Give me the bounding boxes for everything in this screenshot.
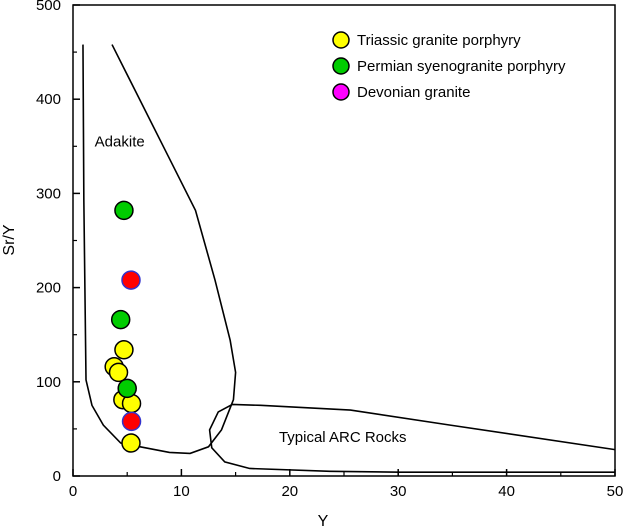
- x-tick-label: 20: [281, 483, 298, 500]
- data-point: [117, 378, 137, 399]
- x-axis-label: Y: [318, 513, 329, 528]
- legend-marker: [332, 31, 350, 49]
- x-tick-label: 0: [69, 483, 77, 500]
- data-point: [114, 200, 134, 221]
- legend-label: Triassic granite porphyry: [357, 32, 521, 49]
- data-point: [121, 270, 141, 290]
- y-tick-label: 500: [36, 0, 61, 14]
- plot-frame: [72, 4, 616, 477]
- region-outline-arc: [208, 403, 616, 474]
- data-point: [121, 411, 142, 432]
- y-tick-label: 400: [36, 91, 61, 108]
- y-tick-label: 0: [53, 468, 61, 485]
- y-tick-label: 100: [36, 374, 61, 391]
- x-tick-label: 30: [390, 483, 407, 500]
- data-point: [108, 362, 129, 383]
- region-label-arc: Typical ARC Rocks: [279, 429, 407, 446]
- x-tick-label: 40: [498, 483, 515, 500]
- data-point: [121, 433, 141, 453]
- data-point: [110, 309, 131, 330]
- legend: Triassic granite porphyry Permian syenogr…: [332, 31, 566, 101]
- legend-marker: [332, 57, 350, 75]
- legend-label: Permian syenogranite porphyry: [357, 58, 566, 75]
- region-outline-adakite: [82, 44, 237, 455]
- y-tick-label: 200: [36, 280, 61, 297]
- legend-label: Devonian granite: [357, 84, 470, 101]
- y-axis-label: Sr/Y: [1, 224, 18, 255]
- legend-marker: [332, 83, 350, 101]
- x-tick-label: 10: [173, 483, 190, 500]
- x-tick-label: 50: [607, 483, 624, 500]
- y-tick-label: 300: [36, 185, 61, 202]
- data-point: [114, 340, 134, 360]
- region-label-adakite: Adakite: [95, 133, 145, 150]
